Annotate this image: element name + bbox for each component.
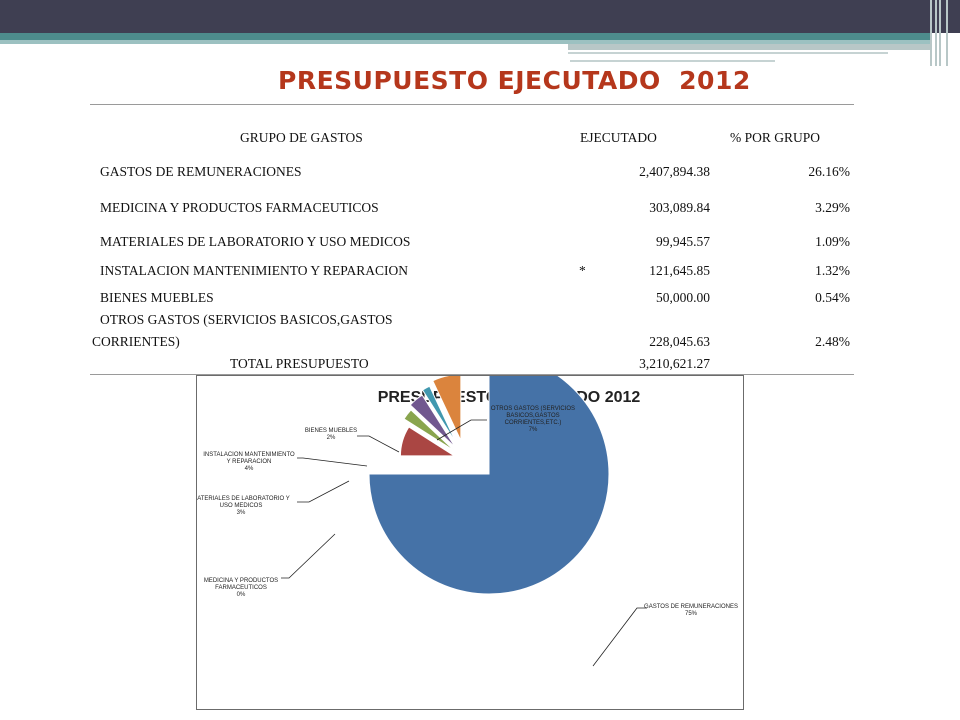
row-percent: 0.54%: [815, 290, 850, 305]
row-executed: 2,407,894.38: [639, 164, 710, 179]
accent-line: [570, 60, 775, 62]
pie-slice: [399, 426, 457, 457]
table-top-rule: [90, 104, 854, 105]
accent-band: [0, 33, 930, 40]
slice-label: MEDICINA Y PRODUCTOS FARMACEUTICOS 0%: [204, 578, 278, 598]
pie-slice: [403, 409, 456, 452]
row-group: OTROS GASTOS (SERVICIOS BASICOS,GASTOS: [100, 312, 393, 327]
top-bar: [0, 0, 960, 33]
pie-slice: [368, 376, 610, 595]
accent-vertical-lines: [930, 0, 954, 66]
slice-label: OTROS GASTOS (SERVICIOS BASICOS,GASTOS COR…: [491, 406, 575, 433]
row-executed: 228,045.63: [649, 334, 710, 349]
leader-line: [592, 607, 647, 667]
table-bottom-rule: [90, 374, 854, 375]
slice-label: BIENES MUEBLES 2%: [305, 428, 357, 441]
pie-chart-panel: PRESUPUESTO EJECUTADO 2012 GASTOS DE REM…: [196, 375, 744, 710]
accent-line: [568, 52, 888, 54]
row-group: BIENES MUEBLES: [100, 290, 214, 305]
row-group: MATERIALES DE LABORATORIO Y USO MEDICOS: [100, 234, 411, 249]
header-executed: EJECUTADO: [580, 130, 657, 145]
row-group: MEDICINA Y PRODUCTOS FARMACEUTICOS: [100, 200, 379, 215]
row-executed: 99,945.57: [656, 234, 710, 249]
pie-slice: [421, 385, 458, 445]
row-marker: *: [579, 263, 586, 278]
row-percent: 1.32%: [815, 263, 850, 278]
total-label: TOTAL PRESUPUESTO: [230, 356, 369, 371]
row-executed: 303,089.84: [649, 200, 710, 215]
leader-line: [281, 533, 336, 579]
leader-line: [297, 457, 368, 467]
slice-label: GASTOS DE REMUNERACIONES 75%: [644, 604, 738, 617]
leader-line: [357, 435, 400, 453]
row-executed: 50,000.00: [656, 290, 710, 305]
slide-title: PRESUPUESTO EJECUTADO 2012: [278, 66, 751, 95]
row-group: GASTOS DE REMUNERACIONES: [100, 164, 302, 179]
leader-line: [436, 419, 487, 441]
row-group: CORRIENTES): [92, 334, 180, 349]
row-percent: 26.16%: [808, 164, 850, 179]
slice-label: MATERIALES DE LABORATORIO Y USO MEDICOS 3%: [197, 496, 290, 516]
leader-line: [297, 480, 350, 503]
row-percent: 1.09%: [815, 234, 850, 249]
row-group: INSTALACION MANTENIMIENTO Y REPARACION: [100, 263, 409, 278]
slice-label: INSTALACION MANTENIMIENTO Y REPARACION 4%: [203, 452, 295, 472]
row-percent: 3.29%: [815, 200, 850, 215]
pie-slice: [409, 394, 456, 448]
accent-band-grey: [568, 44, 930, 50]
pie-slice: [432, 376, 462, 441]
accent-band-light: [0, 40, 930, 44]
pie-chart: PRESUPUESTO EJECUTADO 2012 GASTOS DE REM…: [197, 376, 738, 667]
header-percent: % POR GRUPO: [730, 130, 821, 145]
header-group: GRUPO DE GASTOS: [240, 130, 363, 145]
row-percent: 2.48%: [815, 334, 850, 349]
total-executed: 3,210,621.27: [639, 356, 710, 371]
row-executed: 121,645.85: [649, 263, 710, 278]
